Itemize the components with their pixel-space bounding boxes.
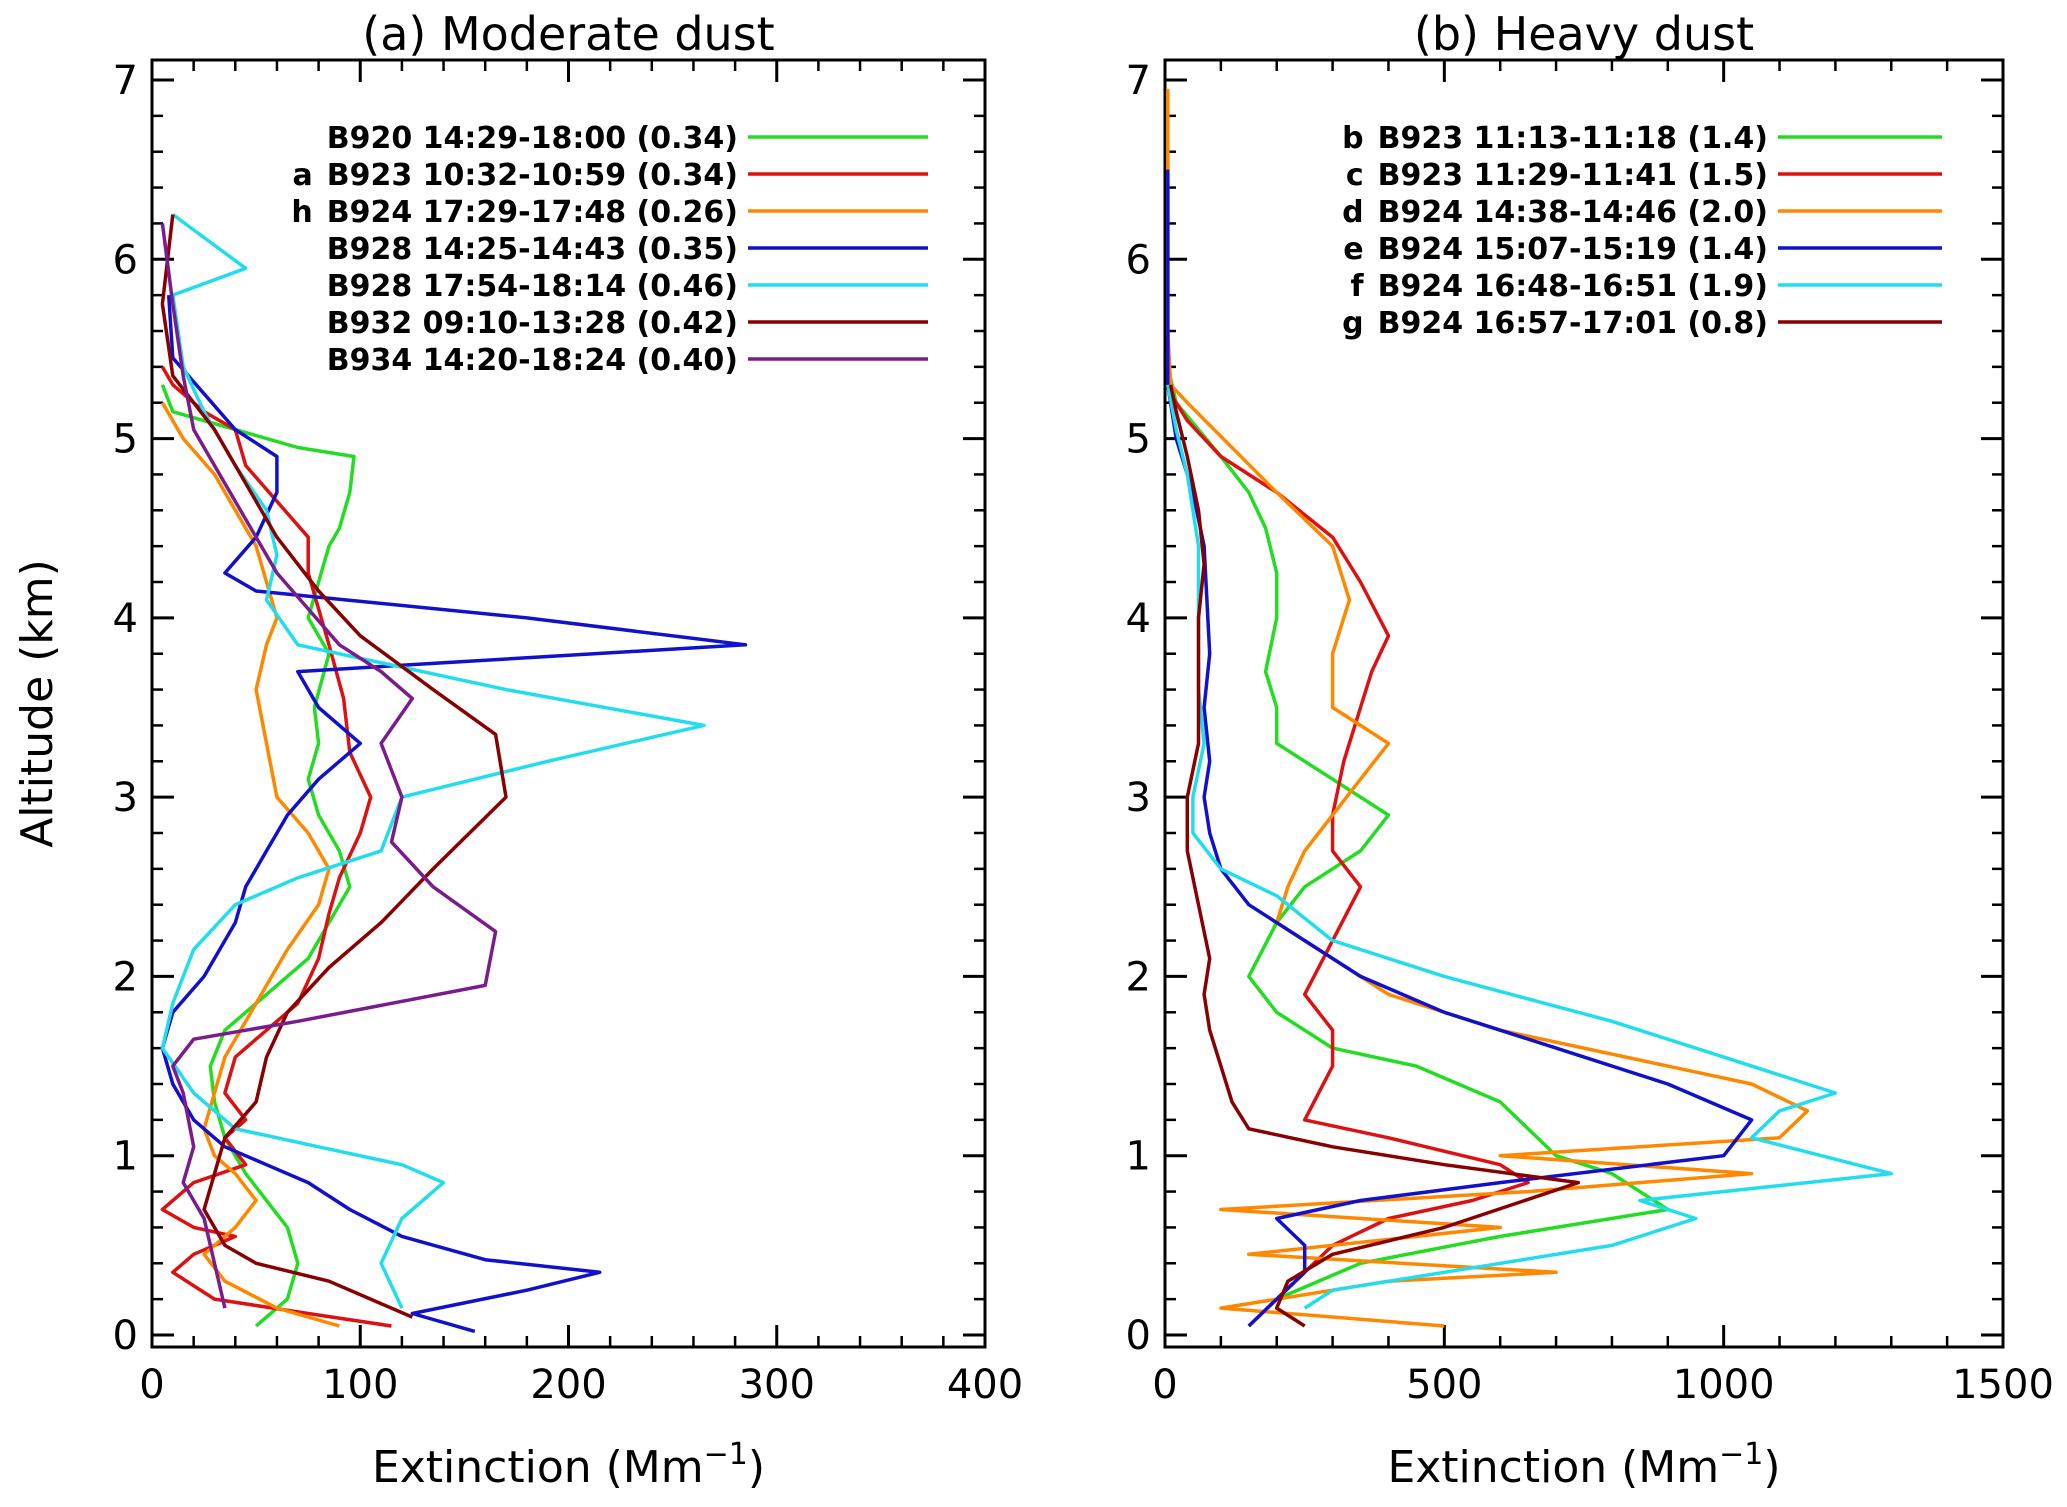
- y-tick-label: 2: [113, 954, 138, 1000]
- x-tick-label: 1000: [1673, 1362, 1775, 1408]
- x-tick-label: 0: [1152, 1362, 1177, 1408]
- legend-entry: B924 15:07-15:19 (1.4): [1378, 232, 1768, 267]
- legend-entry: B923 11:29-11:41 (1.5): [1378, 158, 1768, 193]
- series-line-5: [1166, 384, 1894, 1310]
- panel-title: (b) Heavy dust: [1414, 7, 1754, 61]
- y-tick-label: 1: [113, 1134, 138, 1180]
- y-tick-label: 3: [1126, 775, 1151, 821]
- panel-title: (a) Moderate dust: [362, 7, 774, 61]
- series-line-2: [1166, 151, 1530, 1328]
- series-line-3: [160, 401, 340, 1328]
- y-tick-label: 6: [1126, 237, 1151, 283]
- x-axis-label-main: Extinction (Mm: [1387, 1442, 1719, 1493]
- legend-entry: B934 14:20-18:24 (0.40): [327, 343, 738, 378]
- series-line-5: [160, 213, 706, 1309]
- y-tick-label: 5: [1126, 417, 1151, 463]
- x-tick-label: 300: [739, 1362, 815, 1408]
- y-tick-label: 3: [113, 775, 138, 821]
- y-axis-label: Altitude (km): [12, 559, 63, 848]
- x-tick-label: 100: [322, 1362, 398, 1408]
- y-tick-label: 2: [1126, 954, 1151, 1000]
- legend-entry: B924 16:57-17:01 (0.8): [1378, 306, 1768, 341]
- x-axis-label: Extinction (Mm−1): [372, 1437, 765, 1493]
- x-tick-label: 1500: [1952, 1362, 2054, 1408]
- legend-prefix: a: [292, 158, 312, 193]
- legend-prefix: e: [1343, 232, 1363, 267]
- x-axis-label-sup: −1: [1719, 1437, 1763, 1472]
- legend-entry: B928 14:25-14:43 (0.35): [327, 232, 738, 267]
- series-line-1: [1166, 187, 1670, 1301]
- series-line-6: [1168, 384, 1581, 1328]
- y-tick-label: 7: [1126, 58, 1151, 104]
- legend-entry: B924 16:48-16:51 (1.9): [1378, 269, 1768, 304]
- plot-frame: [1163, 58, 2005, 1349]
- x-axis-label-main: Extinction (Mm: [372, 1442, 704, 1493]
- y-tick-label: 0: [1126, 1313, 1151, 1359]
- legend-entry: B924 17:29-17:48 (0.26): [327, 195, 738, 230]
- x-axis-label: Extinction (Mm−1): [1387, 1437, 1780, 1493]
- y-tick-label: 4: [113, 596, 138, 642]
- panel-heavy-dust: (b) Heavy dust 0 500 1000 1500 0 1 2 3 4 5 6 7 Extinc…: [1126, 7, 2054, 1493]
- legend-prefix: g: [1342, 306, 1363, 341]
- series-line-2: [160, 366, 392, 1328]
- x-tick-label: 400: [947, 1362, 1023, 1408]
- series-line-6: [160, 214, 508, 1319]
- series-line-4: [160, 294, 748, 1334]
- series-line-7: [160, 223, 498, 1309]
- series-line-1: [160, 384, 356, 1328]
- legend-prefix: h: [291, 195, 312, 230]
- legend-entry: B923 10:32-10:59 (0.34): [327, 158, 738, 193]
- legend-entry: B928 17:54-18:14 (0.46): [327, 269, 738, 304]
- y-tick-label: 1: [1126, 1134, 1151, 1180]
- legend-prefix: b: [1342, 121, 1363, 156]
- y-tick-label: 0: [113, 1313, 138, 1359]
- y-tick-label: 6: [113, 237, 138, 283]
- legend-entry: B932 09:10-13:28 (0.42): [327, 306, 738, 341]
- legend-entry: B920 14:29-18:00 (0.34): [327, 121, 738, 156]
- y-tick-label: 5: [113, 417, 138, 463]
- x-tick-label: 200: [530, 1362, 606, 1408]
- x-axis-label-sup: −1: [704, 1437, 748, 1472]
- y-tick-label: 4: [1126, 596, 1151, 642]
- legend-prefix: c: [1346, 158, 1364, 193]
- x-tick-label: 0: [139, 1362, 164, 1408]
- legend-prefix: d: [1342, 195, 1363, 230]
- x-tick-label: 500: [1406, 1362, 1482, 1408]
- x-axis-label-tail: ): [1763, 1442, 1780, 1493]
- panel-moderate-dust: (a) Moderate dust 0 100 200 300 400 0 1 2 3 4 5 6 7 Ex…: [12, 7, 1023, 1493]
- y-tick-label: 7: [113, 58, 138, 104]
- series-line-4: [1166, 169, 1754, 1328]
- legend-entry: B924 14:38-14:46 (2.0): [1378, 195, 1768, 230]
- legend-prefix: f: [1351, 269, 1365, 304]
- legend-entry: B923 11:13-11:18 (1.4): [1378, 121, 1768, 156]
- x-axis-label-tail: ): [748, 1442, 765, 1493]
